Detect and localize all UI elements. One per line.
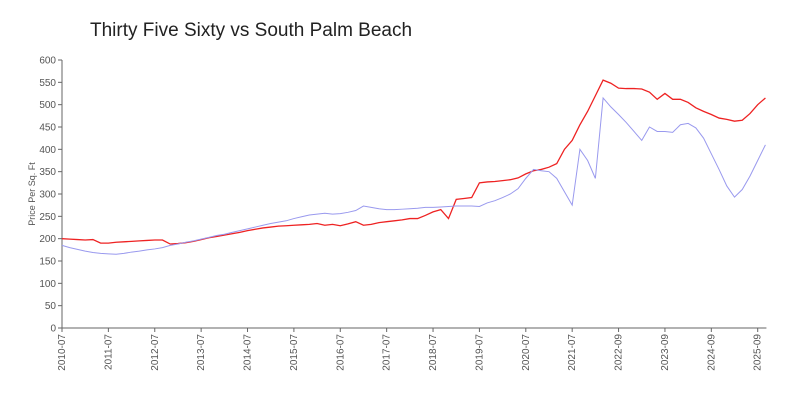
y-tick-label: 500 <box>39 100 56 111</box>
x-tick-label: 2012-07 <box>150 334 161 371</box>
x-tick-label: 2025-09 <box>753 334 764 371</box>
y-tick-label: 350 <box>39 167 56 178</box>
y-tick-label: 150 <box>39 257 56 268</box>
y-tick-label: 100 <box>39 279 56 290</box>
x-tick-label: 2018-07 <box>428 334 439 371</box>
y-tick-label: 50 <box>45 301 57 312</box>
x-tick-label: 2014-07 <box>243 334 254 371</box>
x-tick-label: 2015-07 <box>289 334 300 371</box>
y-tick-label: 250 <box>39 212 56 223</box>
chart-title: Thirty Five Sixty vs South Palm Beach <box>90 20 412 41</box>
y-tick-label: 0 <box>50 324 56 335</box>
data-line <box>61 79 766 245</box>
y-tick-label: 400 <box>39 145 56 156</box>
x-tick-label: 2021-07 <box>567 334 578 371</box>
x-tick-label: 2010-07 <box>57 334 68 371</box>
x-tick-label: 2013-07 <box>196 334 207 371</box>
x-tick-label: 2016-07 <box>335 334 346 371</box>
y-tick-label: 550 <box>39 78 56 89</box>
x-tick-label: 2017-07 <box>382 334 393 371</box>
x-tick-label: 2024-09 <box>706 334 717 371</box>
data-line <box>61 96 766 255</box>
y-tick-label: 200 <box>39 234 56 245</box>
x-tick-label: 2022-09 <box>614 334 625 371</box>
x-tick-label: 2023-09 <box>660 334 671 371</box>
y-axis-label: Price Per Sq. Ft <box>27 162 37 226</box>
y-tick-label: 450 <box>39 123 56 134</box>
y-tick-label: 600 <box>39 56 56 67</box>
x-tick-label: 2020-07 <box>521 334 532 371</box>
y-tick-label: 300 <box>39 190 56 201</box>
x-tick-label: 2011-07 <box>103 334 114 370</box>
x-tick-label: 2019-07 <box>474 334 485 371</box>
